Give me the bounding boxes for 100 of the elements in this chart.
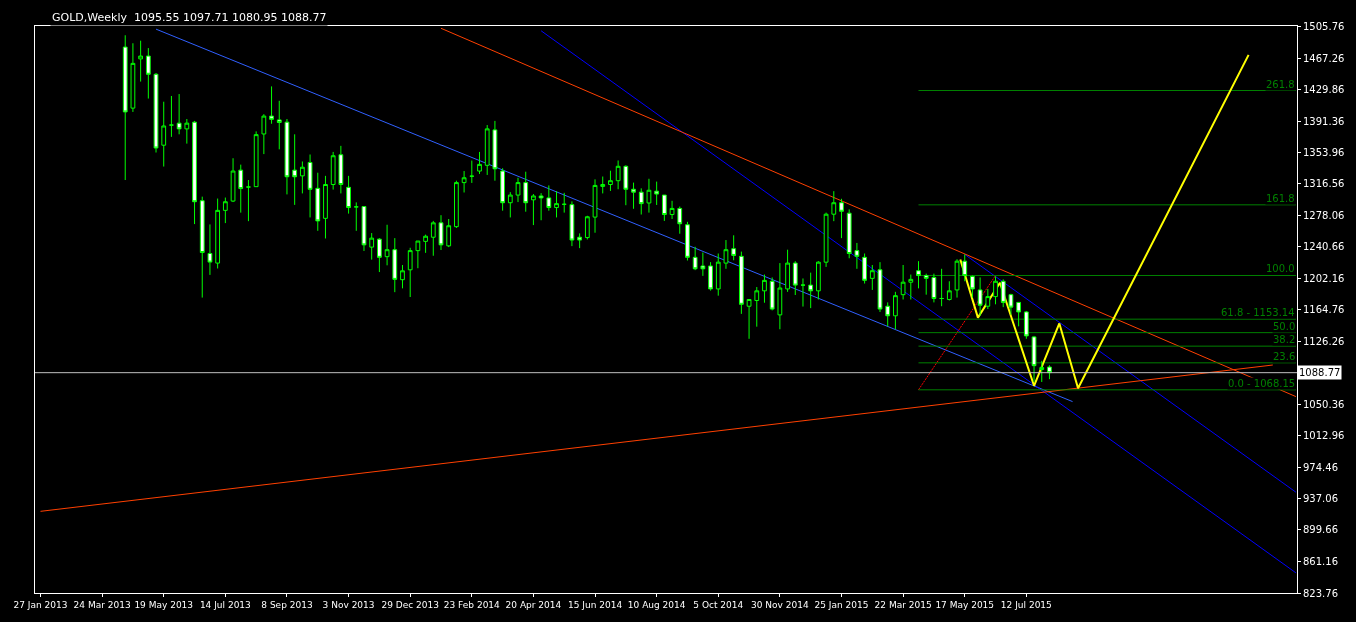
candlestick — [615, 159, 621, 190]
candlestick — [877, 261, 883, 313]
annotation: 161.8 — [1266, 193, 1295, 204]
y-tick-label: 937.06 — [1303, 493, 1338, 505]
candlestick — [384, 224, 390, 266]
candlestick — [962, 253, 968, 282]
candlestick — [777, 262, 783, 330]
candlestick — [954, 258, 960, 299]
candlestick — [430, 220, 436, 257]
annotation: 38.2 — [1273, 334, 1296, 345]
candlestick — [1031, 335, 1037, 383]
candlestick — [554, 190, 559, 218]
x-tick-label: 12 Jul 2015 — [1000, 599, 1052, 610]
candlestick — [700, 252, 706, 277]
candlestick — [407, 247, 413, 298]
x-tick-label: 3 Nov 2013 — [322, 599, 375, 610]
y-tick-label: 1164.76 — [1303, 304, 1345, 315]
candlestick — [831, 190, 837, 222]
y-tick-label: 974.46 — [1303, 462, 1338, 474]
y-tick-label: 823.76 — [1303, 587, 1338, 599]
candlestick — [862, 253, 867, 285]
candlestick — [199, 196, 205, 299]
candlestick — [515, 177, 521, 203]
candlestick — [330, 151, 336, 191]
candlestick — [723, 239, 729, 270]
y-tick-label: 1012.96 — [1303, 430, 1345, 442]
candlestick — [1000, 278, 1006, 308]
candlestick — [846, 208, 852, 259]
annotation: 61.8 - 1153.14 — [1221, 307, 1295, 318]
candlestick — [577, 232, 583, 249]
candlestick — [885, 301, 891, 327]
candlestick — [446, 218, 452, 248]
annotation: 23.6 — [1273, 351, 1296, 362]
y-tick-label: 1240.66 — [1303, 240, 1345, 252]
candlestick — [608, 170, 613, 192]
candlestick — [423, 234, 428, 254]
candlestick — [738, 251, 744, 315]
candlestick — [923, 273, 929, 296]
candlestick — [461, 170, 467, 193]
candlestick — [908, 274, 914, 300]
candlestick — [292, 133, 298, 206]
y-tick-label: 1391.36 — [1303, 115, 1345, 127]
x-tick-label: 8 Sep 2013 — [261, 599, 313, 610]
candlestick — [346, 175, 351, 215]
y-tick-label: 1202.16 — [1303, 272, 1345, 284]
line-series — [959, 53, 1250, 390]
candlestick — [931, 273, 937, 303]
x-tick-label: 15 Jun 2014 — [567, 599, 623, 610]
candlestick — [138, 40, 144, 83]
candlestick — [754, 286, 760, 328]
candlestick — [1016, 301, 1022, 327]
candlestick — [307, 154, 313, 218]
candlestick — [792, 260, 798, 296]
candlestick — [454, 180, 459, 229]
candlestick — [507, 191, 513, 218]
annotation: 0.0 - 1068.15 — [1228, 378, 1296, 389]
candlestick — [584, 215, 590, 240]
candlestick — [269, 85, 274, 125]
candlestick — [769, 276, 775, 311]
x-tick-label: 29 Dec 2013 — [381, 599, 439, 610]
candlestick — [731, 234, 737, 261]
x-tick-label: 27 Jan 2013 — [13, 599, 68, 610]
candlestick — [400, 264, 405, 289]
candlestick — [484, 124, 490, 176]
x-tick-label: 25 Jan 2015 — [814, 599, 869, 610]
candlestick — [785, 249, 790, 293]
candlestick — [661, 194, 667, 222]
candlestick — [323, 175, 328, 239]
candlestick — [592, 178, 598, 234]
annotation: 100.0 — [1266, 263, 1295, 274]
candlestick — [230, 157, 236, 203]
ref-line-label: 1088.77 — [1299, 367, 1341, 378]
annotation: 50.0 — [1273, 321, 1296, 332]
candlestick — [1023, 310, 1029, 340]
candlestick — [1039, 360, 1045, 383]
candlestick — [970, 275, 975, 299]
candlestick — [669, 200, 675, 220]
candlestick — [176, 93, 182, 135]
y-tick-label: 1505.76 — [1303, 20, 1345, 32]
candlestick — [246, 179, 251, 222]
candlestick — [823, 212, 829, 268]
y-tick-label: 1467.26 — [1303, 52, 1345, 64]
candlestick — [184, 118, 190, 145]
candlestick — [130, 42, 136, 113]
candlestick — [631, 182, 636, 210]
candlestick — [215, 198, 221, 269]
candlestick — [746, 298, 752, 340]
candlestick — [392, 237, 398, 293]
x-tick-label: 5 Oct 2014 — [693, 599, 744, 610]
y-tick-label: 1278.06 — [1303, 209, 1345, 221]
x-tick-label: 30 Nov 2014 — [751, 599, 809, 610]
candlestick — [993, 275, 998, 305]
candlestick — [546, 184, 552, 212]
candlestick — [816, 260, 821, 300]
candlestick — [946, 280, 952, 301]
candlestick — [299, 160, 305, 194]
candlestick — [338, 145, 344, 194]
candlestick — [238, 164, 244, 214]
candlestick — [361, 206, 367, 252]
candlestick — [153, 72, 159, 153]
